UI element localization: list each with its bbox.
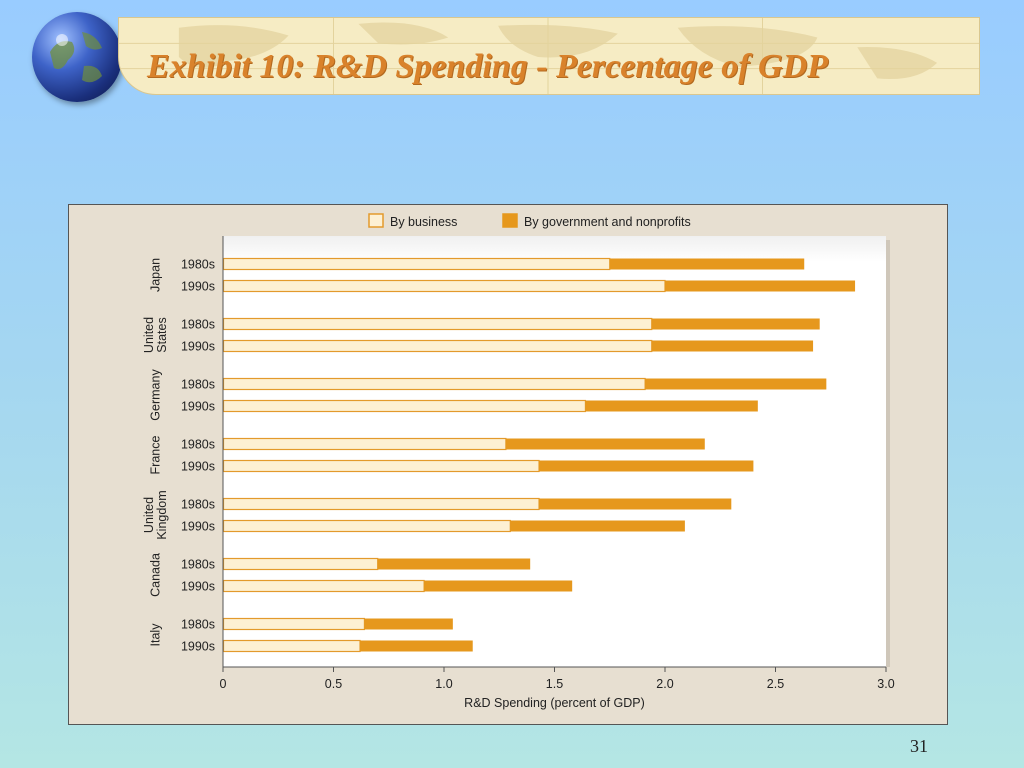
- x-tick-label: 0.5: [325, 677, 342, 691]
- bar-government: [609, 258, 805, 270]
- x-tick-label: 1.5: [546, 677, 563, 691]
- bar-business: [222, 377, 646, 391]
- legend-label-business: By business: [390, 215, 457, 229]
- bar-business: [222, 617, 366, 631]
- country-label: Japan: [149, 258, 163, 292]
- bar-government: [665, 280, 856, 292]
- country-label: Germany: [149, 369, 163, 421]
- row-label: 1980s: [181, 438, 215, 452]
- row-label: 1980s: [181, 318, 215, 332]
- country-label: Italy: [149, 623, 163, 647]
- bar-business: [222, 437, 507, 451]
- bar-government: [585, 400, 758, 412]
- row-label: 1990s: [181, 460, 215, 474]
- legend-swatch-government: [502, 213, 518, 228]
- bar-business: [222, 399, 587, 413]
- title-banner: Exhibit 10: R&D Spending - Percentage of…: [118, 17, 980, 95]
- x-tick-label: 2.0: [656, 677, 673, 691]
- bar-business: [222, 519, 511, 533]
- legend-label-government: By government and nonprofits: [524, 215, 691, 229]
- row-label: 1990s: [181, 280, 215, 294]
- row-label: 1990s: [181, 400, 215, 414]
- country-label: France: [149, 436, 163, 475]
- row-label: 1990s: [181, 580, 215, 594]
- row-label: 1980s: [181, 558, 215, 572]
- world-map-icon: [119, 18, 979, 94]
- country-label: Canada: [149, 553, 163, 597]
- legend-swatch-business: [368, 213, 384, 228]
- bar-government: [510, 520, 685, 532]
- bar-business: [222, 257, 611, 271]
- bar-business: [222, 339, 653, 353]
- bar-government: [645, 378, 827, 390]
- row-label: 1980s: [181, 258, 215, 272]
- row-label: 1980s: [181, 378, 215, 392]
- bar-government: [424, 580, 573, 592]
- row-label: 1980s: [181, 498, 215, 512]
- bar-business: [222, 497, 540, 511]
- x-axis-title: R&D Spending (percent of GDP): [464, 696, 645, 710]
- country-label: UnitedKingdom: [142, 490, 169, 539]
- bar-government: [505, 438, 705, 450]
- bar-government: [651, 340, 814, 352]
- bar-business: [222, 279, 666, 293]
- x-tick-label: 1.0: [435, 677, 452, 691]
- row-label: 1990s: [181, 640, 215, 654]
- bar-government: [364, 618, 453, 630]
- bar-business: [222, 317, 653, 331]
- globe-icon: [32, 12, 122, 102]
- page-number: 31: [910, 736, 928, 756]
- x-tick-label: 2.5: [767, 677, 784, 691]
- x-tick-label: 0: [220, 677, 227, 691]
- bar-government: [377, 558, 531, 570]
- chart-panel: By business By government and nonprofits …: [68, 204, 948, 725]
- bar-government: [539, 498, 732, 510]
- bar-business: [222, 639, 361, 653]
- rd-spending-chart: By business By government and nonprofits …: [142, 213, 895, 710]
- slide-title: Exhibit 10: R&D Spending - Percentage of…: [147, 48, 828, 85]
- bar-business: [222, 579, 425, 593]
- bar-government: [539, 460, 754, 472]
- row-label: 1990s: [181, 520, 215, 534]
- country-label: UnitedStates: [142, 317, 169, 353]
- plot-area: [223, 236, 886, 667]
- row-label: 1990s: [181, 340, 215, 354]
- bar-government: [360, 640, 473, 652]
- bar-business: [222, 459, 540, 473]
- bar-government: [651, 318, 820, 330]
- row-label: 1980s: [181, 618, 215, 632]
- x-tick-label: 3.0: [877, 677, 894, 691]
- plot-area-shadow: [886, 240, 890, 667]
- bar-business: [222, 557, 379, 571]
